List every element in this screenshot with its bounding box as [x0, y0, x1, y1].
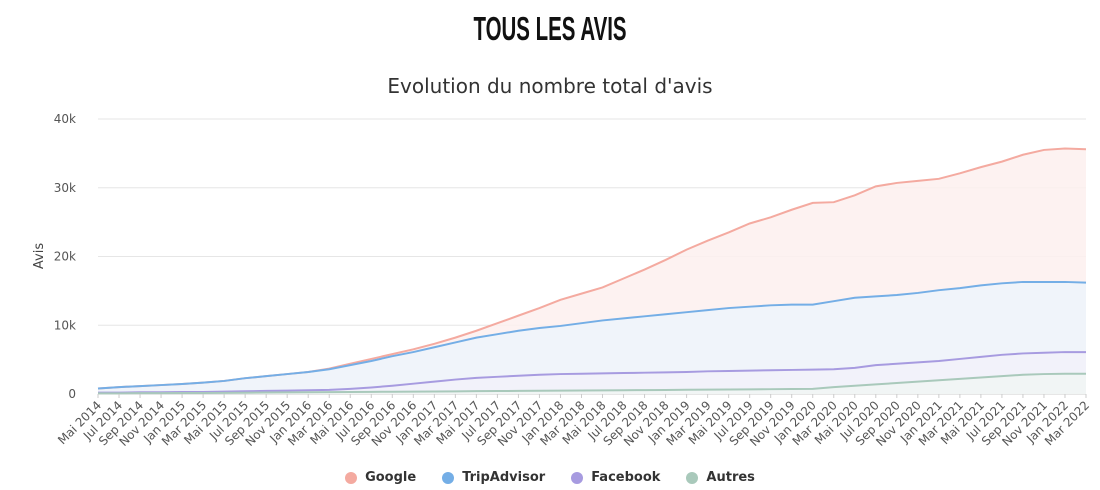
legend-item-facebook[interactable]: Facebook	[571, 470, 660, 485]
legend-item-autres[interactable]: Autres	[686, 470, 755, 485]
legend-item-google[interactable]: Google	[345, 470, 416, 485]
area-facebook	[98, 352, 1086, 394]
y-tick-label: 30k	[54, 181, 76, 195]
legend-label: TripAdvisor	[462, 470, 546, 485]
legend-item-tripadvisor[interactable]: TripAdvisor	[442, 470, 545, 485]
line-autres[interactable]	[98, 372, 1086, 395]
legend-dot-icon	[571, 471, 584, 484]
chart-legend: Google TripAdvisor Facebook Autres	[0, 470, 1100, 485]
y-tick-label: 40k	[54, 112, 76, 126]
y-tick-label: 10k	[54, 318, 76, 332]
legend-dot-icon	[686, 471, 699, 484]
page-heading: TOUS LES AVIS	[473, 10, 627, 47]
y-tick-label: 0	[68, 387, 76, 401]
chart-title: Evolution du nombre total d'avis	[387, 74, 713, 98]
legend-dot-icon	[345, 471, 358, 484]
area-tripadvisor	[98, 281, 1086, 394]
y-axis-title: Avis	[32, 243, 47, 269]
legend-label: Google	[365, 470, 417, 485]
legend-dot-icon	[442, 471, 455, 484]
y-tick-label: 20k	[54, 250, 76, 264]
legend-label: Autres	[706, 470, 755, 485]
line-tripadvisor[interactable]	[97, 280, 1087, 390]
area-autres	[98, 373, 1086, 394]
legend-label: Facebook	[591, 470, 661, 485]
line-facebook[interactable]	[98, 351, 1086, 394]
